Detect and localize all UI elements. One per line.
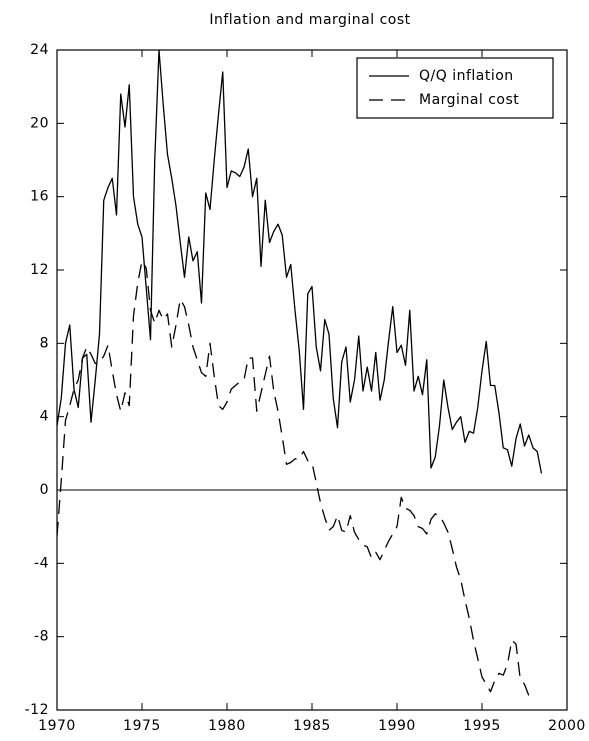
y-tick-label: 24 [30, 42, 49, 58]
legend-label: Q/Q inflation [419, 68, 514, 84]
y-tick-label: 20 [30, 115, 49, 131]
y-tick-label: 0 [40, 482, 49, 498]
series-line [57, 50, 543, 474]
x-tick-label: 1980 [208, 718, 246, 734]
plot-area [57, 50, 543, 696]
y-tick-label: 12 [30, 262, 49, 278]
y-tick-label: 8 [40, 335, 49, 351]
x-tick-label: 1990 [378, 718, 416, 734]
x-tick-label: 1975 [123, 718, 161, 734]
chart-title: Inflation and marginal cost [209, 12, 410, 28]
y-tick-label: -12 [25, 702, 49, 718]
y-tick-label: 16 [30, 189, 49, 205]
x-tick-label: 1970 [38, 718, 76, 734]
y-tick-label: 4 [40, 409, 49, 425]
x-tick-label: 1985 [293, 718, 331, 734]
y-tick-label: -4 [34, 555, 49, 571]
legend-label: Marginal cost [419, 92, 519, 108]
y-tick-label: -8 [34, 629, 49, 645]
x-tick-label: 1995 [463, 718, 501, 734]
series-line [57, 260, 530, 696]
x-tick-label: 2000 [548, 718, 586, 734]
legend-box [356, 57, 554, 119]
